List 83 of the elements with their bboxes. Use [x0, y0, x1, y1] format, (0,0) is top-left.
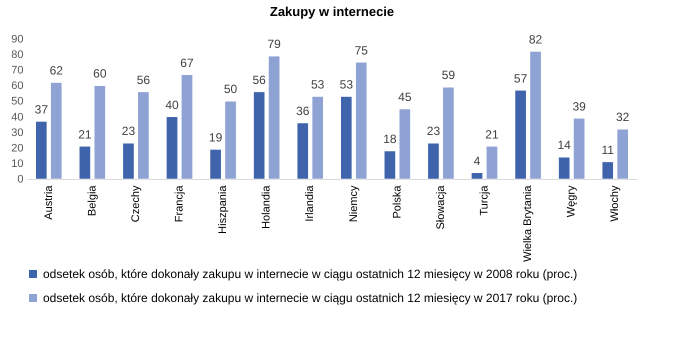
bar [616, 128, 629, 180]
x-tick-label: Niemcy [348, 185, 360, 222]
y-tick-label: 60 [11, 80, 24, 92]
data-label: 40 [165, 98, 180, 112]
data-label: 18 [383, 132, 397, 146]
data-label: 82 [528, 32, 543, 46]
data-label: 14 [557, 138, 572, 152]
x-tick-label: Francja [174, 184, 186, 222]
y-tick-label: 50 [11, 96, 24, 108]
data-label: 59 [442, 68, 456, 82]
bar [355, 62, 368, 180]
bar [166, 116, 178, 180]
data-label: 62 [50, 64, 64, 78]
bar [122, 142, 134, 180]
x-tick-label: Irlandia [304, 184, 316, 222]
data-label: 79 [267, 37, 282, 52]
bar [94, 85, 106, 180]
data-label: 60 [93, 66, 107, 81]
data-label: 21 [78, 127, 92, 142]
x-tick-label: Czechy [130, 185, 142, 222]
bar [296, 122, 309, 180]
data-label: 53 [340, 78, 354, 92]
data-label: 50 [224, 82, 238, 96]
data-label: 23 [426, 124, 440, 138]
x-tick-label: Hiszpania [217, 184, 230, 234]
bar [398, 108, 411, 180]
x-tick-label: Wielka Brytania [522, 184, 534, 262]
data-label: 56 [136, 72, 150, 87]
bar [79, 146, 91, 180]
bar [428, 142, 440, 180]
legend-label: odsetek osób, które dokonały zakupu w internecie w ciągu ostatnich 12 miesięcy w 2008 roku (proc.) [43, 267, 578, 281]
data-label: 57 [514, 71, 528, 86]
bar [224, 100, 236, 180]
y-tick-label: 80 [11, 49, 24, 62]
y-tick-label: 0 [17, 174, 24, 186]
data-label: 36 [296, 104, 310, 118]
data-label: 4 [474, 154, 481, 168]
bar [181, 74, 193, 180]
data-label: 67 [180, 56, 194, 70]
data-label: 11 [602, 142, 614, 157]
x-tick-label: Belgia [86, 184, 98, 216]
x-tick-label: Austria [42, 184, 55, 220]
bar [514, 90, 526, 180]
bar [530, 51, 542, 180]
data-label: 37 [34, 102, 48, 116]
x-tick-label: Węgry [566, 185, 578, 218]
y-tick-label: 10 [11, 158, 24, 170]
bar [312, 96, 324, 180]
y-tick-label: 40 [11, 111, 24, 124]
legend-label: odsetek osób, które dokonały zakupu w internecie w ciągu ostatnich 12 miesięcy w 2017 roku (proc.) [43, 291, 578, 305]
bar [138, 92, 150, 180]
data-label: 75 [354, 43, 368, 58]
bar [471, 172, 483, 180]
bar [253, 92, 266, 180]
data-label: 19 [208, 130, 223, 144]
bar [573, 118, 585, 180]
x-tick-label: Włochy [609, 185, 622, 222]
bar [268, 56, 280, 180]
data-label: 45 [398, 90, 412, 104]
x-tick-label: Słowacja [434, 184, 447, 230]
y-tick-label: 30 [11, 126, 24, 139]
bar [558, 156, 570, 180]
data-label: 56 [252, 72, 266, 87]
bar [50, 82, 62, 180]
data-label: 32 [616, 110, 630, 124]
x-tick-label: Holandia [260, 184, 273, 229]
bar [340, 96, 352, 180]
data-label: 23 [122, 124, 136, 138]
bar [210, 149, 222, 180]
y-tick-label: 90 [11, 34, 24, 46]
data-label: 39 [572, 99, 586, 114]
bar [486, 146, 498, 180]
data-label: 53 [311, 78, 325, 92]
bar [442, 86, 454, 180]
bar [602, 162, 614, 180]
y-tick-label: 20 [11, 142, 24, 154]
x-tick-label: Turcja [478, 184, 490, 216]
x-tick-label: Polska [391, 184, 404, 219]
data-label: 21 [485, 127, 499, 142]
chart-title: Zakupy w internecie [270, 4, 394, 19]
bar [35, 121, 48, 180]
y-tick-label: 70 [11, 64, 24, 77]
bar [384, 150, 396, 180]
